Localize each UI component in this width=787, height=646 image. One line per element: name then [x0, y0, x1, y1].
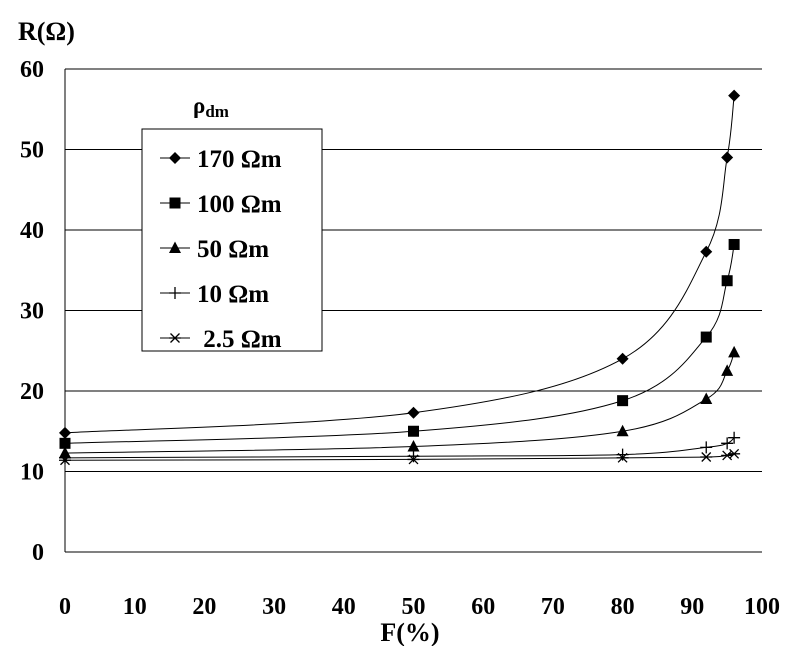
data-point	[700, 392, 713, 405]
x-tick-label: 60	[471, 594, 495, 620]
y-tick-label: 60	[20, 57, 44, 83]
data-point	[700, 245, 713, 258]
legend-marker	[169, 197, 181, 209]
legend-marker	[169, 333, 181, 343]
data-point	[407, 406, 420, 419]
tick-labels: 0 10 20 30 40 50 60 0 10 20 30 40 50 60 70 80 90 100	[20, 57, 780, 620]
y-tick-label: 50	[20, 138, 44, 164]
y-tick-label: 30	[20, 299, 44, 325]
data-point	[721, 450, 734, 461]
legend-entry: 50 Ωm	[160, 236, 269, 263]
legend: 170 Ωm 100 Ωm 50 Ωm 10 Ωm 2.5 Ωm	[141, 128, 323, 353]
x-tick-label: 10	[123, 594, 147, 620]
legend-label: 50 Ωm	[197, 236, 269, 263]
y-tick-label: 20	[20, 379, 44, 405]
data-point	[721, 151, 734, 164]
data-point	[721, 275, 733, 287]
data-point	[616, 448, 629, 461]
legend-title-sub: dm	[205, 102, 229, 121]
series-3	[59, 431, 741, 464]
y-tick-label: 10	[20, 460, 44, 486]
legend-entry: 100 Ωm	[160, 191, 282, 218]
data-point	[728, 448, 741, 459]
data-point	[700, 331, 712, 343]
data-point	[407, 440, 420, 452]
series-line	[64, 352, 735, 454]
legend-label: 170 Ωm	[197, 146, 282, 173]
y-tick-label: 40	[20, 218, 44, 244]
legend-entry: 170 Ωm	[160, 146, 282, 173]
legend-marker	[169, 287, 181, 299]
x-tick-label: 20	[192, 594, 216, 620]
data-point	[59, 451, 71, 464]
data-point	[616, 352, 629, 365]
x-tick-label: 40	[332, 594, 356, 620]
y-axis-title: R(Ω)	[18, 17, 75, 46]
y-tick-label: 0	[32, 540, 44, 566]
legend-label: 10 Ωm	[197, 281, 269, 308]
data-point	[700, 441, 713, 454]
data-point	[616, 452, 629, 463]
series-2	[59, 345, 741, 458]
x-tick-label: 80	[611, 594, 635, 620]
legend-label: 100 Ωm	[197, 191, 282, 218]
data-point	[700, 452, 713, 462]
data-point	[721, 364, 734, 376]
legend-marker	[169, 241, 181, 253]
data-point	[407, 450, 420, 463]
data-point	[408, 425, 419, 437]
axes	[64, 68, 762, 553]
data-point	[407, 454, 420, 465]
x-tick-label: 30	[262, 594, 286, 620]
legend-entry: 2.5 Ωm	[160, 326, 282, 353]
x-tick-label: 100	[744, 594, 780, 620]
series-layer	[59, 89, 741, 466]
data-point	[617, 395, 629, 407]
x-tick-label: 0	[59, 594, 71, 620]
legend-box	[141, 128, 323, 352]
data-point	[616, 424, 629, 437]
data-point	[721, 437, 734, 450]
data-point	[728, 238, 740, 250]
data-point	[59, 426, 71, 439]
legend-title: ρdm	[193, 93, 229, 121]
x-tick-label: 70	[541, 594, 565, 620]
legend-title-main: ρ	[193, 93, 205, 118]
x-tick-label: 50	[402, 594, 426, 620]
legend-entry: 10 Ωm	[160, 281, 269, 308]
data-point	[728, 431, 741, 444]
series-1	[59, 238, 740, 449]
data-point	[728, 89, 741, 102]
x-tick-label: 90	[680, 594, 704, 620]
legend-marker	[169, 152, 181, 164]
x-axis-title: F(%)	[380, 618, 439, 646]
series-4	[59, 448, 741, 466]
legend-label: 2.5 Ωm	[197, 326, 282, 353]
data-point	[59, 437, 71, 449]
data-point	[59, 455, 71, 466]
data-point	[728, 345, 741, 358]
series-0	[59, 89, 741, 439]
